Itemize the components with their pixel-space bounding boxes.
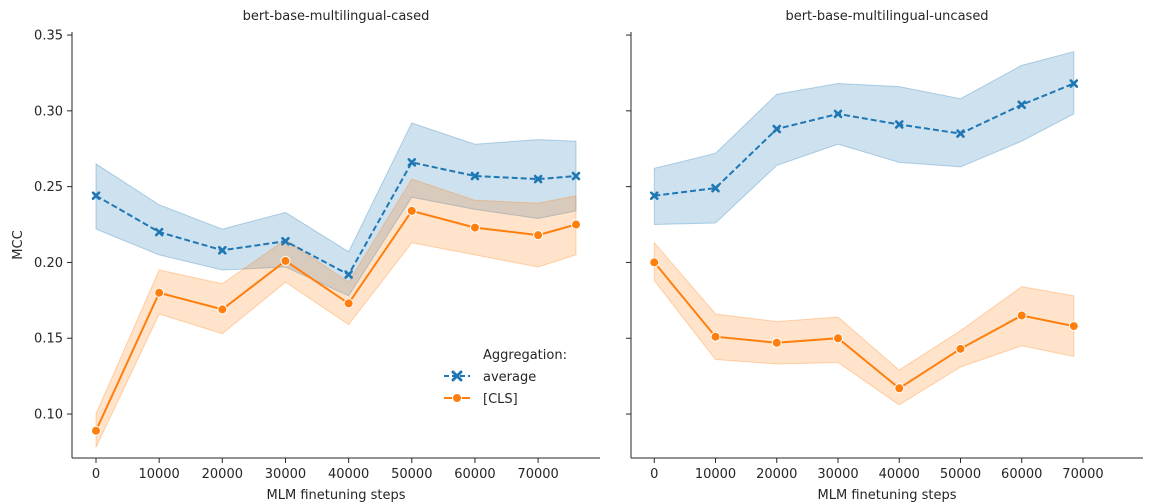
right-cls-point xyxy=(649,257,660,268)
left-average-point xyxy=(218,246,227,255)
legend-title: Aggregation: xyxy=(483,348,567,363)
right-cls-point xyxy=(710,331,721,342)
left-average-point xyxy=(407,158,417,167)
left-x-tick-label: 70000 xyxy=(517,467,558,482)
right-x-tick-label: 10000 xyxy=(695,467,736,482)
right-cls-point xyxy=(955,343,966,354)
left-average-confidence-band xyxy=(95,122,577,297)
left-y-tick-label: 0.20 xyxy=(34,256,63,271)
legend-label-cls: [CLS] xyxy=(483,392,518,407)
panel-left-x-axis-title: MLM finetuning steps xyxy=(267,488,406,503)
right-x-tick-label: 50000 xyxy=(940,467,981,482)
right-average-point xyxy=(772,124,782,134)
panel-right: bert-base-multilingual-uncased 0 10000 200… xyxy=(626,9,1143,503)
left-average-point xyxy=(154,227,164,237)
right-x-tick-label: 0 xyxy=(650,467,658,482)
legend-marker-cls xyxy=(452,393,462,403)
legend-label-average: average xyxy=(483,370,536,385)
left-average-point xyxy=(470,171,480,181)
right-cls-point xyxy=(1016,310,1027,321)
left-x-tick-label: 50000 xyxy=(391,467,432,482)
panel-right-x-axis-title: MLM finetuning steps xyxy=(818,488,957,503)
right-x-tick-label: 20000 xyxy=(756,467,797,482)
left-cls-point xyxy=(91,425,101,436)
left-x-tick-label: 30000 xyxy=(265,467,306,482)
legend: Aggregation: average [CLS] xyxy=(444,348,567,407)
right-cls-point xyxy=(894,383,905,394)
left-average-point xyxy=(344,270,353,279)
left-y-tick-label: 0.25 xyxy=(34,180,63,195)
left-average-point xyxy=(281,236,290,246)
left-cls-point xyxy=(154,287,165,298)
left-cls-point xyxy=(533,230,544,241)
left-x-tick-label: 40000 xyxy=(328,467,369,482)
right-x-tick-label: 70000 xyxy=(1062,467,1103,482)
left-cls-point xyxy=(280,255,291,266)
right-average-point xyxy=(1017,100,1027,110)
panel-right-axes: 0 10000 20000 30000 40000 50000 60000 70000 xyxy=(626,32,1143,482)
right-x-tick-label: 60000 xyxy=(1001,467,1042,482)
right-cls-line xyxy=(653,261,1074,390)
left-x-tick-label: 10000 xyxy=(138,467,179,482)
left-x-tick-label: 0 xyxy=(92,467,100,482)
legend-marker-average xyxy=(451,370,463,382)
left-y-tick-label: 0.35 xyxy=(34,29,63,44)
left-y-tick-label: 0.30 xyxy=(34,104,63,119)
right-average-point xyxy=(956,129,965,138)
panel-left-axes: 0 10000 20000 30000 40000 50000 60000 70000 0.10… xyxy=(34,29,600,482)
left-cls-point xyxy=(571,219,581,230)
left-x-tick-label: 60000 xyxy=(454,467,495,482)
right-cls-point xyxy=(1068,321,1079,332)
left-average-point xyxy=(533,174,543,184)
right-x-tick-label: 40000 xyxy=(879,467,920,482)
panel-left-title: bert-base-multilingual-cased xyxy=(243,9,430,24)
panel-left-y-axis-title: MCC xyxy=(11,230,26,259)
right-x-tick-label: 30000 xyxy=(817,467,858,482)
panel-right-title: bert-base-multilingual-uncased xyxy=(785,9,988,24)
left-average-point xyxy=(571,171,581,181)
panel-right-plot-area xyxy=(649,51,1079,406)
right-cls-confidence-band xyxy=(653,241,1075,406)
right-average-confidence-band xyxy=(653,51,1075,226)
legend-entry-average: average xyxy=(444,370,536,385)
left-cls-point xyxy=(406,205,417,216)
left-y-tick-label: 0.15 xyxy=(34,332,63,347)
left-cls-point xyxy=(217,304,228,315)
right-average-line xyxy=(654,82,1075,197)
right-cls-point xyxy=(833,333,844,344)
left-y-tick-label: 0.10 xyxy=(34,408,63,423)
left-average-point xyxy=(91,191,101,201)
left-x-tick-label: 20000 xyxy=(202,467,243,482)
panel-left: bert-base-multilingual-cased 0 10000 20000… xyxy=(11,9,600,503)
left-cls-point xyxy=(343,298,354,309)
right-cls-point xyxy=(771,337,782,348)
right-average-point xyxy=(1069,79,1079,88)
right-average-point xyxy=(649,191,659,201)
right-average-point xyxy=(833,109,843,119)
right-average-point xyxy=(711,183,720,193)
right-average-point xyxy=(894,120,904,129)
legend-entry-cls: [CLS] xyxy=(444,392,518,407)
panel-left-plot-area xyxy=(91,122,581,448)
left-cls-point xyxy=(469,222,480,233)
